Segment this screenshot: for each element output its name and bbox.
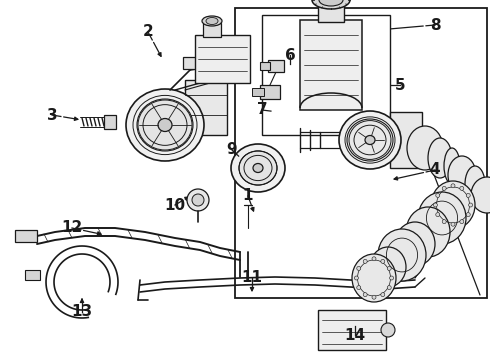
Bar [25,270,40,280]
Ellipse shape [418,192,466,244]
Bar [185,80,227,135]
Bar [318,2,344,22]
Text: 1: 1 [243,189,253,203]
Ellipse shape [387,266,391,270]
Ellipse shape [436,193,440,197]
Ellipse shape [381,259,385,264]
Ellipse shape [378,229,426,281]
Bar [183,57,205,69]
Ellipse shape [239,151,277,185]
Text: 11: 11 [242,270,263,285]
Ellipse shape [471,177,490,213]
Circle shape [192,194,204,206]
Ellipse shape [468,203,472,207]
Text: 14: 14 [344,328,366,342]
Ellipse shape [390,276,393,280]
Ellipse shape [126,89,204,161]
Bar [104,115,116,129]
Ellipse shape [202,16,222,26]
Ellipse shape [372,295,376,299]
Ellipse shape [387,285,391,289]
Bar [260,85,280,99]
Ellipse shape [460,186,464,190]
Text: 6: 6 [285,48,295,63]
Ellipse shape [428,138,452,178]
Ellipse shape [206,18,218,24]
Ellipse shape [448,156,476,194]
Ellipse shape [466,213,470,217]
Bar [252,88,264,96]
Text: 3: 3 [47,108,57,122]
Ellipse shape [363,293,367,297]
Circle shape [381,323,395,337]
Text: 7: 7 [257,103,268,117]
Text: 13: 13 [72,305,93,320]
Ellipse shape [158,118,172,131]
Ellipse shape [442,186,446,190]
Text: 4: 4 [430,162,441,177]
Ellipse shape [466,193,470,197]
Text: 12: 12 [61,220,83,235]
Bar [195,35,250,83]
Ellipse shape [451,184,455,188]
Ellipse shape [444,148,460,184]
Bar [15,230,37,242]
Bar [203,23,221,37]
Ellipse shape [253,163,263,172]
Ellipse shape [442,220,446,224]
Ellipse shape [137,99,193,151]
Ellipse shape [407,126,443,170]
Bar [260,62,270,70]
Bar [235,8,487,298]
Ellipse shape [357,266,361,270]
Ellipse shape [370,247,406,287]
Ellipse shape [465,166,485,202]
Bar [300,20,362,110]
Ellipse shape [357,285,361,289]
Ellipse shape [381,293,385,297]
Ellipse shape [352,254,396,302]
Text: 2: 2 [143,24,153,40]
Ellipse shape [363,259,367,264]
Ellipse shape [451,222,455,226]
Text: 9: 9 [227,143,237,158]
Ellipse shape [365,135,375,144]
Text: 5: 5 [394,77,405,93]
Ellipse shape [436,213,440,217]
Circle shape [187,189,209,211]
Ellipse shape [339,111,401,169]
Ellipse shape [372,257,376,261]
Ellipse shape [312,0,350,9]
Ellipse shape [231,144,285,192]
Ellipse shape [433,203,438,207]
Ellipse shape [460,220,464,224]
Bar [318,310,386,350]
Text: 10: 10 [165,198,186,212]
Ellipse shape [406,207,450,257]
Ellipse shape [319,0,343,6]
Bar [262,15,390,135]
Bar [390,112,422,168]
Text: 8: 8 [430,18,441,32]
Bar [268,60,284,72]
Ellipse shape [395,222,435,266]
Ellipse shape [354,276,358,280]
Ellipse shape [431,181,475,229]
Ellipse shape [347,119,393,161]
